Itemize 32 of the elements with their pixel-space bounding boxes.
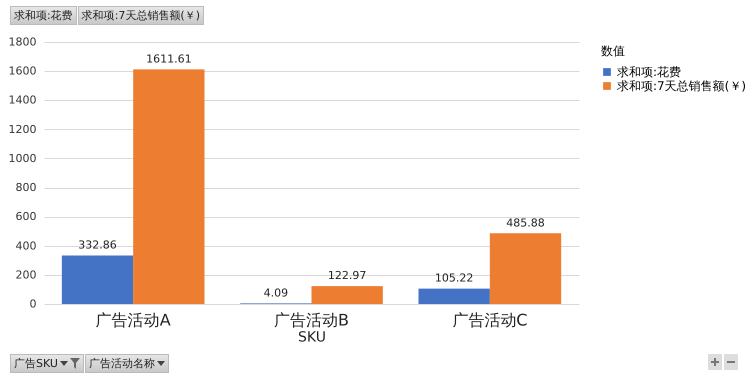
- bar: [62, 256, 134, 304]
- text: 广告活动名称: [88, 356, 155, 371]
- x-tick-label: 广告活动A: [96, 310, 171, 330]
- text: 求和项:7天总销售额(￥): [82, 8, 200, 23]
- y-tick-label: 1400: [8, 94, 36, 107]
- bar: [490, 233, 562, 304]
- legend-label: 求和项:花费: [617, 65, 682, 79]
- legend-label: 求和项:7天总销售额(￥): [617, 79, 746, 93]
- y-tick-label: 1200: [8, 122, 36, 136]
- data-label: 485.88: [506, 216, 545, 230]
- y-tick-label: 600: [16, 210, 36, 224]
- text: 广告SKU: [14, 356, 58, 371]
- bar: [133, 69, 204, 304]
- bar: [312, 286, 383, 304]
- data-label: 105.22: [434, 272, 474, 285]
- y-tick-label: 400: [16, 239, 36, 252]
- data-label: 4.09: [264, 286, 288, 300]
- y-tick-label: 1000: [8, 152, 36, 165]
- data-label: 122.97: [328, 269, 366, 282]
- bar: [418, 288, 490, 304]
- x-tick-label: 广告活动C: [452, 310, 528, 330]
- text: 求和项:花费: [14, 8, 73, 23]
- x-tick-label: 广告活动B: [274, 310, 349, 330]
- legend-title: 数值: [601, 44, 625, 58]
- x-axis-title: SKU: [298, 330, 326, 346]
- y-tick-label: 200: [16, 268, 36, 282]
- y-tick-label: 800: [16, 181, 36, 194]
- y-tick-label: 1800: [8, 36, 36, 48]
- data-label: 332.86: [78, 238, 117, 252]
- data-label: 1611.61: [146, 52, 192, 66]
- y-tick-label: 1600: [8, 64, 36, 78]
- y-tick-label: 0: [30, 298, 36, 310]
